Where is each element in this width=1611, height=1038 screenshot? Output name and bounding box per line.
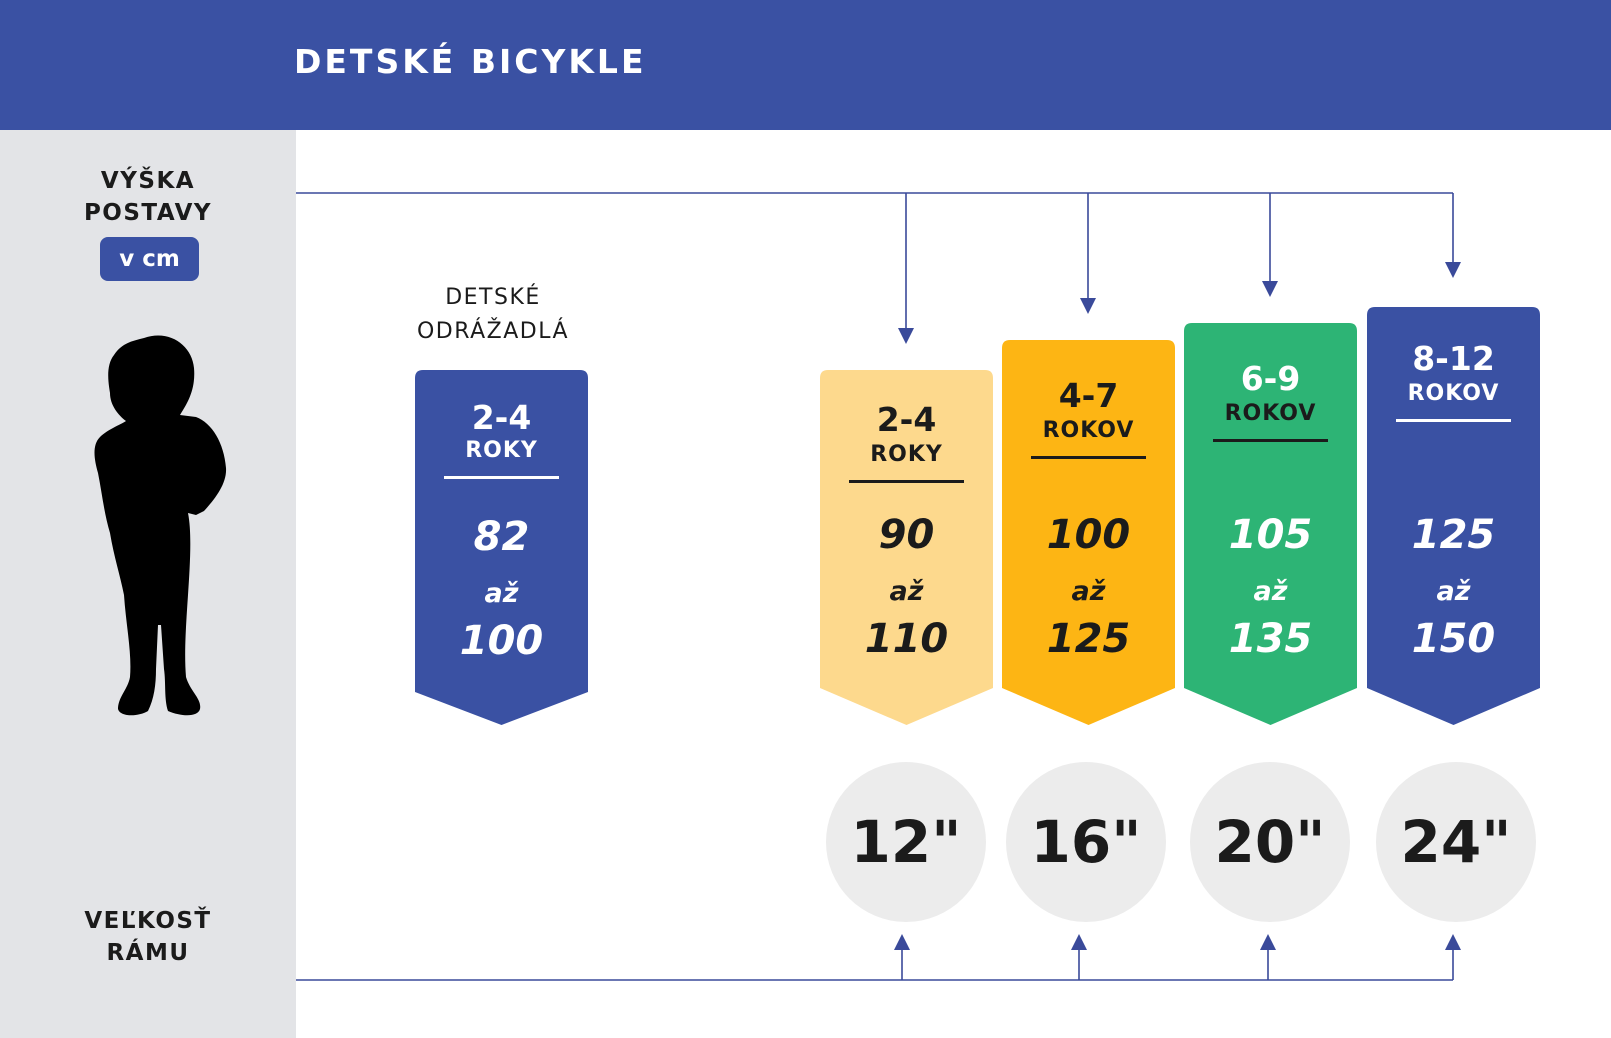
arrow-up-icon [894, 934, 910, 950]
card-shape [1002, 340, 1175, 725]
arrow-down-icon [1080, 298, 1096, 314]
card-age-word: ROKOV [1407, 381, 1500, 406]
card-background [1184, 323, 1357, 725]
card-height-to: 135 [1228, 616, 1313, 662]
card-height-to: 110 [864, 616, 949, 662]
page-title: DETSKÉ BICYKLE [294, 42, 647, 81]
card-divider [1031, 456, 1146, 459]
frame-size-circle-24: 24" [1376, 762, 1536, 922]
card-divider [444, 476, 559, 479]
card-shape [415, 370, 588, 725]
card-age: 2-4 [471, 398, 532, 437]
bike-size-card-24: 8-12 ROKOV 125 až 150 [1367, 307, 1540, 725]
card-age-word: ROKY [465, 438, 538, 463]
arrow-up-icon [1260, 934, 1276, 950]
unit-badge: v cm [100, 237, 199, 281]
frame-label-line-2: RÁMU [106, 940, 190, 966]
frame-size-circle-12: 12" [826, 762, 986, 922]
card-shape [820, 370, 993, 725]
card-height-to: 150 [1411, 616, 1496, 662]
card-height-to-word: až [484, 578, 519, 609]
card-height-to-word: až [1436, 576, 1471, 607]
bike-size-card-20: 6-9 ROKOV 105 až 135 [1184, 323, 1357, 725]
card-height-to-word: až [889, 576, 924, 607]
card-age-word: ROKY [870, 442, 943, 467]
card-divider [1396, 419, 1511, 422]
card-height-from: 105 [1228, 512, 1313, 558]
card-background [415, 370, 588, 725]
card-age: 4-7 [1058, 376, 1119, 415]
bike-size-card-16: 4-7 ROKOV 100 až 125 [1002, 340, 1175, 725]
card-age: 6-9 [1240, 359, 1301, 398]
balance-bike-title-line-1: DETSKÉ [445, 285, 541, 310]
card-age: 2-4 [876, 400, 937, 439]
arrow-up-icon [1071, 934, 1087, 950]
card-divider [849, 480, 964, 483]
card-height-to: 125 [1046, 616, 1131, 662]
card-divider [1213, 439, 1328, 442]
arrow-up-icon [1445, 934, 1461, 950]
height-label-line-2: POSTAVY [83, 200, 213, 226]
card-height-from: 90 [878, 512, 935, 558]
frame-label-line-1: VEĽKOSŤ [84, 908, 212, 934]
card-age-word: ROKOV [1042, 418, 1135, 443]
balance-bike-title-line-2: ODRÁŽADLÁ [416, 319, 570, 344]
card-shape [1367, 307, 1540, 725]
bike-size-card-12: 2-4 ROKY 90 až 110 [820, 370, 993, 725]
frame-size-circle-20: 20" [1190, 762, 1350, 922]
arrow-down-icon [898, 328, 914, 344]
card-height-from: 82 [473, 514, 530, 560]
child-silhouette-icon [94, 335, 227, 716]
arrow-down-icon [1445, 262, 1461, 278]
card-height-to-word: až [1253, 576, 1288, 607]
card-background [1367, 307, 1540, 725]
height-label-line-1: VÝŠKA [100, 168, 196, 194]
card-height-from: 125 [1411, 512, 1496, 558]
card-background [820, 370, 993, 725]
frame-size-circle-16: 16" [1006, 762, 1166, 922]
card-height-to-word: až [1071, 576, 1106, 607]
balance-bike-title: DETSKÉ ODRÁŽADLÁ [392, 281, 594, 349]
arrow-down-icon [1262, 281, 1278, 297]
card-background [1002, 340, 1175, 725]
card-height-to: 100 [459, 618, 544, 664]
page-header: DETSKÉ BICYKLE [0, 0, 1611, 130]
card-age-word: ROKOV [1224, 401, 1317, 426]
card-age: 8-12 [1412, 339, 1495, 378]
balance-bike-size-card: 2-4 ROKY 82 až 100 [415, 370, 588, 725]
card-height-from: 100 [1046, 512, 1131, 558]
card-shape [1184, 323, 1357, 725]
